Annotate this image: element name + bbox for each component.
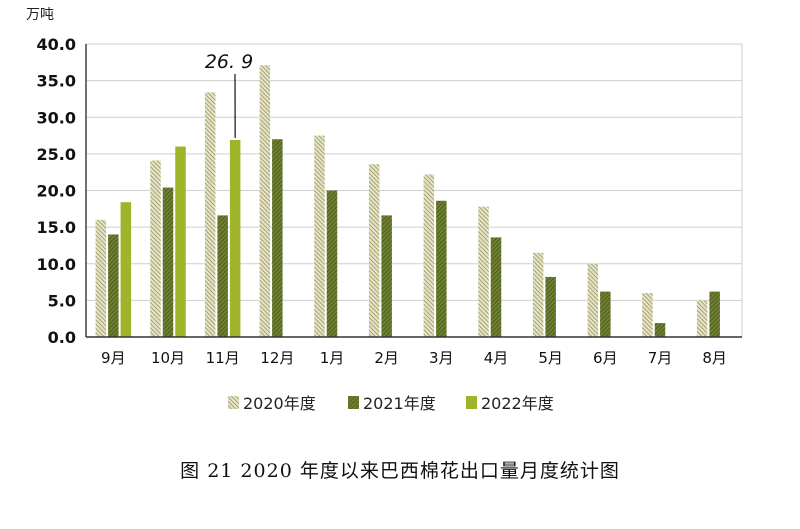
y-tick-label: 35.0 bbox=[37, 72, 76, 91]
bar-2021年度-1月 bbox=[327, 191, 338, 338]
bar-2021年度-4月 bbox=[491, 237, 502, 337]
bar-2020年度-6月 bbox=[588, 264, 599, 337]
bars-layer bbox=[96, 65, 720, 337]
y-tick-label: 10.0 bbox=[37, 255, 76, 274]
bar-2020年度-1月 bbox=[314, 136, 325, 337]
annotation-label: 26. 9 bbox=[205, 51, 253, 73]
figure-caption: 图 21 2020 年度以来巴西棉花出口量月度统计图 bbox=[0, 456, 800, 483]
x-tick-label: 11月 bbox=[206, 349, 240, 367]
y-tick-label: 20.0 bbox=[37, 182, 76, 201]
bar-2021年度-7月 bbox=[655, 323, 666, 337]
bar-2020年度-4月 bbox=[478, 207, 489, 337]
bar-2021年度-8月 bbox=[709, 292, 720, 337]
bar-2021年度-2月 bbox=[381, 215, 392, 337]
x-tick-label: 7月 bbox=[648, 349, 673, 367]
y-tick-label: 25.0 bbox=[37, 145, 76, 164]
bar-2020年度-11月 bbox=[205, 92, 216, 337]
bar-2020年度-9月 bbox=[96, 220, 107, 337]
bar-2020年度-7月 bbox=[642, 293, 653, 337]
bar-2021年度-9月 bbox=[108, 234, 119, 337]
legend-label-2022年度: 2022年度 bbox=[481, 394, 554, 413]
legend-swatch-2021年度 bbox=[348, 396, 359, 409]
legend-label-2021年度: 2021年度 bbox=[363, 394, 436, 413]
bar-2021年度-6月 bbox=[600, 292, 611, 337]
legend: 2020年度 2021年度 2022年度 bbox=[228, 394, 554, 413]
y-tick-label: 30.0 bbox=[37, 108, 76, 127]
bar-2021年度-5月 bbox=[545, 277, 556, 337]
bar-2020年度-2月 bbox=[369, 164, 380, 337]
legend-swatch-2022年度 bbox=[466, 396, 477, 409]
bar-2020年度-8月 bbox=[697, 300, 708, 337]
y-tick-label: 0.0 bbox=[48, 328, 76, 347]
x-tick-label: 3月 bbox=[429, 349, 454, 367]
x-tick-label: 6月 bbox=[593, 349, 618, 367]
bar-2020年度-10月 bbox=[150, 160, 161, 337]
bar-2021年度-11月 bbox=[217, 215, 228, 337]
bar-2021年度-3月 bbox=[436, 201, 447, 337]
y-tick-label: 15.0 bbox=[37, 218, 76, 237]
bar-2020年度-3月 bbox=[424, 174, 435, 337]
x-tick-label: 1月 bbox=[320, 349, 345, 367]
legend-swatch-2020年度 bbox=[228, 396, 239, 409]
y-axis-unit-label: 万吨 bbox=[26, 7, 54, 23]
x-tick-label: 4月 bbox=[484, 349, 509, 367]
y-tick-label: 5.0 bbox=[48, 291, 76, 310]
x-tick-label: 12月 bbox=[260, 349, 294, 367]
legend-label-2020年度: 2020年度 bbox=[243, 394, 316, 413]
bar-2021年度-10月 bbox=[163, 188, 174, 337]
x-tick-label: 10月 bbox=[151, 349, 185, 367]
bar-2022年度-10月 bbox=[175, 147, 186, 337]
y-tick-label: 40.0 bbox=[37, 35, 76, 54]
bar-2021年度-12月 bbox=[272, 139, 283, 337]
bar-2020年度-12月 bbox=[260, 65, 271, 337]
x-tick-label: 9月 bbox=[101, 349, 126, 367]
bar-2020年度-5月 bbox=[533, 253, 544, 337]
bar-2022年度-11月 bbox=[230, 140, 241, 337]
bar-2022年度-9月 bbox=[121, 202, 132, 337]
x-tick-label: 5月 bbox=[538, 349, 563, 367]
x-tick-label: 2月 bbox=[374, 349, 399, 367]
x-tick-label: 8月 bbox=[702, 349, 727, 367]
